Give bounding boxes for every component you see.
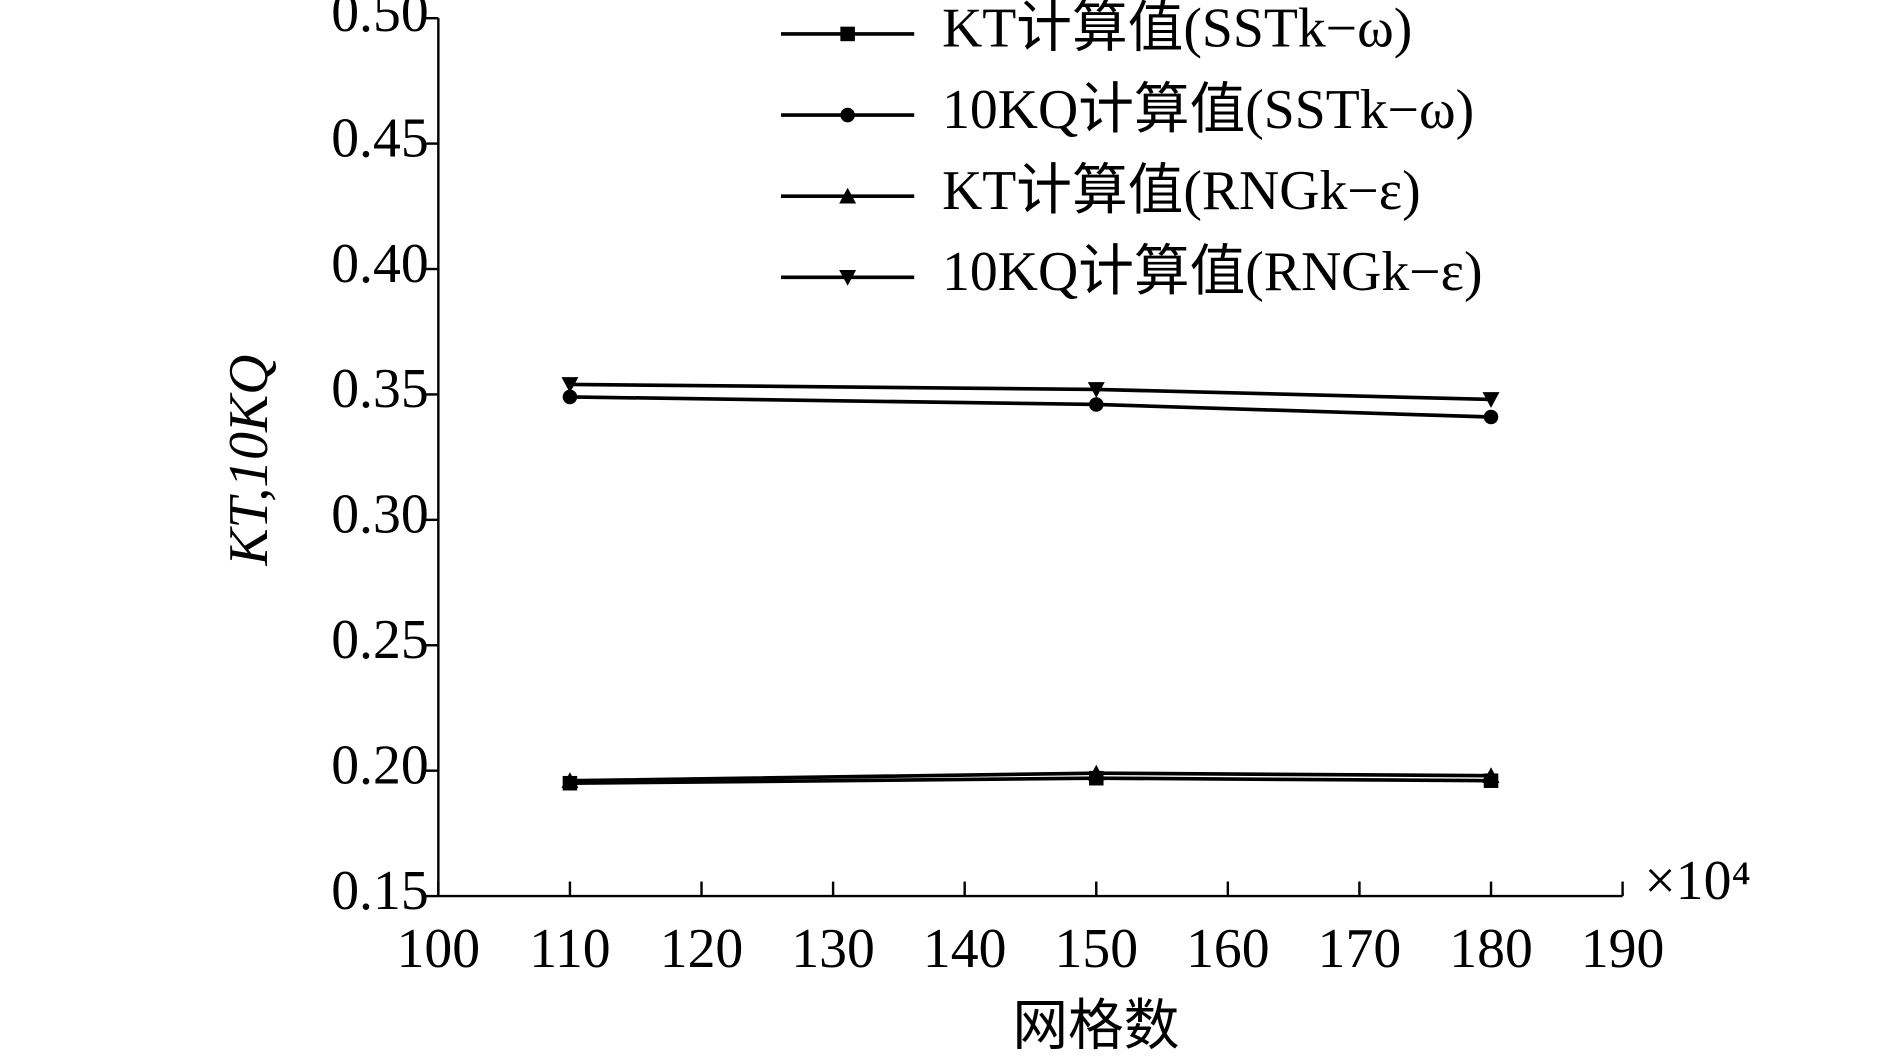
marker [1089,397,1104,412]
x-tick-label: 140 [923,918,1007,980]
legend-label: KT计算值(RNGk−ε) [942,160,1421,222]
y-tick-label: 0.15 [331,860,428,922]
x-tick-label: 180 [1449,918,1533,980]
marker [839,187,857,204]
x-tick-label: 120 [660,918,744,980]
marker [839,270,857,286]
legend-label: 10KQ计算值(SSTk−ω) [942,79,1474,141]
x-tick-label: 150 [1055,918,1139,980]
x-tick-label: 160 [1186,918,1270,980]
marker [1087,764,1105,781]
y-axis-label: KT,10KQ [218,355,280,567]
marker [561,772,579,788]
y-tick-label: 0.40 [331,233,428,295]
y-tick-label: 0.20 [331,734,428,796]
legend-label: KT计算值(SSTk−ω) [942,0,1412,60]
x-tick-label: 170 [1318,918,1402,980]
series-line [569,395,1492,419]
y-tick-label: 0.25 [331,609,428,671]
y-tick-label: 0.45 [331,107,428,169]
marker [1482,392,1500,408]
x-tick-label: 130 [791,918,875,980]
x-axis-label: 网格数 [1012,995,1179,1057]
y-tick-label: 0.30 [331,484,428,546]
x-tick-label: 110 [529,918,610,980]
x-annotation: ×10⁴ [1644,850,1751,912]
x-tick-label: 100 [397,918,481,980]
legend-label: 10KQ计算值(RNGk−ε) [942,241,1482,303]
marker [1483,409,1499,425]
marker [840,107,855,123]
marker [561,377,579,393]
x-tick-label: 190 [1581,918,1665,980]
marker [1482,767,1500,783]
y-tick-label: 0.50 [331,0,428,44]
y-tick-label: 0.35 [331,358,428,420]
marker [562,389,578,405]
marker [840,26,855,42]
marker [1087,382,1105,398]
